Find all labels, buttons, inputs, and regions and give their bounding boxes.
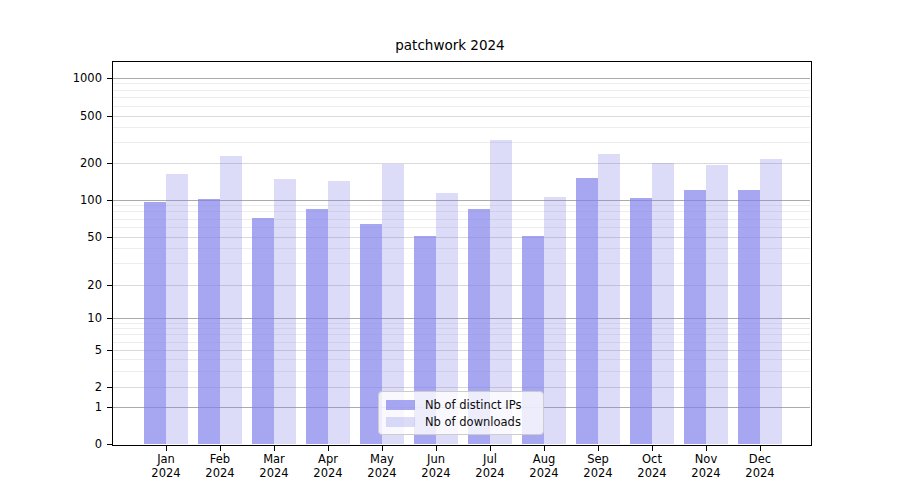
legend-label-distinct-ips: Nb of distinct IPs [425, 398, 521, 412]
y-tick-label-50: 50 [54, 230, 102, 245]
plot-spine-top [112, 61, 812, 62]
bar-distinct-ips [144, 202, 166, 444]
bar-downloads [544, 197, 566, 445]
x-tick-mark [598, 446, 599, 451]
minor-gridline [113, 97, 810, 98]
plot-spine-bottom [112, 445, 812, 446]
bar-downloads [706, 165, 728, 445]
x-tick-mark [490, 446, 491, 451]
y-tick-label-20: 20 [54, 278, 102, 293]
x-tick-mark [274, 446, 275, 451]
plot-spine-right [811, 61, 812, 446]
bar-distinct-ips [306, 209, 328, 444]
bar-distinct-ips [576, 178, 598, 445]
chart-title: patchwork 2024 [0, 37, 900, 53]
x-tick-mark [328, 446, 329, 451]
bar-downloads [274, 179, 296, 445]
x-tick-label-Dec: Dec2024 [732, 452, 788, 480]
legend-label-downloads: Nb of downloads [425, 415, 521, 429]
y-tick-label-500: 500 [54, 109, 102, 124]
y-tick-label-5: 5 [54, 343, 102, 358]
bar-distinct-ips [198, 199, 220, 444]
legend-item-distinct-ips: Nb of distinct IPs [386, 398, 543, 412]
x-tick-label-Jan: Jan2024 [138, 452, 194, 480]
x-tick-mark [436, 446, 437, 451]
y-tick-label-100: 100 [54, 193, 102, 208]
x-tick-label-Aug: Aug2024 [516, 452, 572, 480]
gridline-1000 [113, 78, 810, 79]
bar-distinct-ips [738, 190, 760, 444]
bar-distinct-ips [630, 198, 652, 444]
legend-swatch-distinct-ips [386, 400, 415, 410]
bar-distinct-ips [252, 218, 274, 444]
gridline-500 [113, 116, 810, 117]
x-tick-mark [706, 446, 707, 451]
x-tick-label-Sep: Sep2024 [570, 452, 626, 480]
x-tick-label-Apr: Apr2024 [300, 452, 356, 480]
bar-downloads [220, 156, 242, 445]
y-tick-label-0: 0 [54, 437, 102, 452]
minor-gridline [113, 83, 810, 84]
x-tick-label-May: May2024 [354, 452, 410, 480]
x-tick-mark [544, 446, 545, 451]
bar-downloads [166, 174, 188, 445]
bar-distinct-ips [684, 190, 706, 445]
x-tick-label-Nov: Nov2024 [678, 452, 734, 480]
legend-swatch-downloads [386, 417, 415, 427]
y-tick-label-1: 1 [54, 400, 102, 415]
x-tick-label-Feb: Feb2024 [192, 452, 248, 480]
bar-downloads [328, 181, 350, 445]
y-tick-label-1000: 1000 [54, 71, 102, 86]
figure: patchwork 2024 Nb of distinct IPs Nb of … [0, 0, 900, 500]
x-tick-mark [652, 446, 653, 451]
bar-downloads [652, 163, 674, 445]
x-tick-label-Jun: Jun2024 [408, 452, 464, 480]
x-tick-mark [760, 446, 761, 451]
x-tick-label-Oct: Oct2024 [624, 452, 680, 480]
plot-spine-left [112, 61, 113, 446]
bar-downloads [598, 154, 620, 445]
legend-item-downloads: Nb of downloads [386, 415, 543, 429]
y-tick-label-2: 2 [54, 380, 102, 395]
bar-downloads [760, 159, 782, 444]
minor-gridline [113, 142, 810, 143]
minor-gridline [113, 106, 810, 107]
minor-gridline [113, 90, 810, 91]
x-tick-mark [166, 446, 167, 451]
y-tick-label-200: 200 [54, 156, 102, 171]
x-tick-label-Jul: Jul2024 [462, 452, 518, 480]
y-tick-label-10: 10 [54, 311, 102, 326]
x-tick-label-Mar: Mar2024 [246, 452, 302, 480]
legend: Nb of distinct IPs Nb of downloads [378, 391, 544, 435]
x-tick-mark [382, 446, 383, 451]
minor-gridline [113, 127, 810, 128]
x-tick-mark [220, 446, 221, 451]
